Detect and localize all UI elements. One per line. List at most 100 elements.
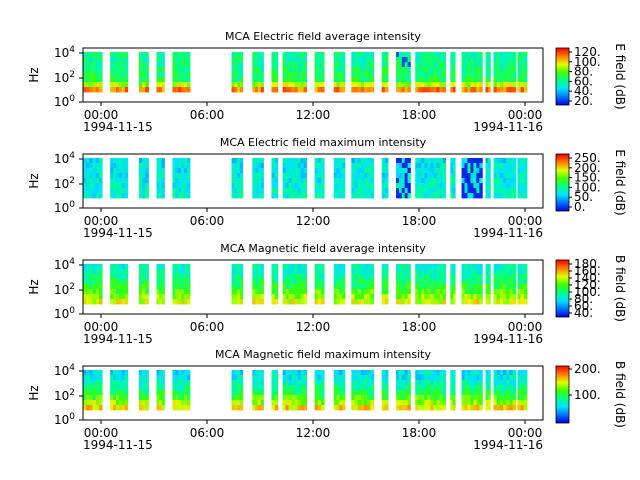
heat-cell xyxy=(339,375,343,381)
heat-cell xyxy=(92,264,97,270)
heat-cell xyxy=(257,390,262,396)
heat-cell xyxy=(512,380,517,386)
heat-cell xyxy=(257,72,262,78)
heat-cell xyxy=(487,395,491,401)
heat-cell xyxy=(138,395,143,401)
heat-cell xyxy=(83,405,87,411)
heat-cell xyxy=(121,173,126,179)
heat-cell xyxy=(418,299,422,305)
heat-cell xyxy=(364,193,368,199)
heat-cell xyxy=(237,67,241,73)
heat-cell xyxy=(523,188,528,194)
heat-cell xyxy=(297,77,302,83)
heat-cell xyxy=(427,385,431,391)
heat-cell xyxy=(396,178,400,184)
heat-cell xyxy=(415,269,419,275)
heat-cell xyxy=(297,284,302,290)
heat-cell xyxy=(86,72,90,78)
data-block xyxy=(138,158,149,199)
heat-cell xyxy=(92,390,97,396)
heat-cell xyxy=(485,77,489,83)
heat-cell xyxy=(396,188,400,194)
heat-cell xyxy=(499,178,504,184)
heat-cell xyxy=(467,400,471,406)
heat-cell xyxy=(159,57,163,63)
heat-cell xyxy=(357,395,362,401)
heat-cell xyxy=(439,173,443,179)
heat-cell xyxy=(520,188,525,194)
data-block xyxy=(333,264,346,305)
heat-cell xyxy=(467,82,471,88)
heat-cell xyxy=(439,67,443,73)
heat-cell xyxy=(285,183,290,189)
heat-cell xyxy=(237,395,241,401)
heat-cell xyxy=(260,62,264,68)
heat-cell xyxy=(95,87,100,93)
heat-cell xyxy=(95,57,100,63)
heat-cell xyxy=(288,400,293,406)
heat-cell xyxy=(271,269,276,275)
heat-cell xyxy=(285,158,290,164)
heat-cell xyxy=(274,168,279,174)
heat-cell xyxy=(116,67,120,73)
heat-cell xyxy=(175,82,179,88)
heat-cell xyxy=(274,183,279,189)
heat-cell xyxy=(487,274,491,280)
heat-cell xyxy=(396,395,400,401)
heat-cell xyxy=(255,274,259,280)
heat-cell xyxy=(479,284,483,290)
heat-cell xyxy=(83,87,87,93)
heat-cell xyxy=(172,57,176,63)
colorbar xyxy=(555,153,570,212)
heat-cell xyxy=(503,370,507,376)
heat-cell xyxy=(499,299,504,305)
heat-cell xyxy=(184,178,188,184)
heat-cell xyxy=(260,158,264,164)
heat-cell xyxy=(479,385,483,391)
heat-cell xyxy=(517,168,522,174)
heat-cell xyxy=(354,279,359,285)
heat-cell xyxy=(178,395,182,401)
heat-cell xyxy=(288,62,293,68)
heat-cell xyxy=(360,178,365,184)
heat-cell xyxy=(181,173,185,179)
heat-cell xyxy=(98,158,103,164)
heat-cell xyxy=(442,380,446,386)
heat-cell xyxy=(418,178,422,184)
heat-cell xyxy=(487,158,491,164)
heat-cell xyxy=(506,77,510,83)
heat-cell xyxy=(407,405,411,411)
heat-cell xyxy=(461,72,465,78)
heat-cell xyxy=(512,82,517,88)
heat-cell xyxy=(354,72,359,78)
heat-cell xyxy=(291,72,296,78)
heat-cell xyxy=(342,395,346,401)
x-tick-label: 00:00 xyxy=(84,426,119,440)
heat-cell xyxy=(282,193,287,199)
heat-cell xyxy=(252,385,256,391)
heat-cell xyxy=(95,52,100,58)
heat-cell xyxy=(159,82,163,88)
heat-cell xyxy=(89,173,93,179)
heat-cell xyxy=(493,178,498,184)
heat-cell xyxy=(357,173,362,179)
heat-cell xyxy=(351,163,355,169)
heat-cell xyxy=(234,188,238,194)
heat-cell xyxy=(476,284,480,290)
heat-cell xyxy=(367,375,371,381)
heat-cell xyxy=(450,284,454,290)
heat-cell xyxy=(271,178,276,184)
heat-cell xyxy=(351,375,355,381)
heat-cell xyxy=(121,57,126,63)
heat-cell xyxy=(499,188,504,194)
heat-cell xyxy=(184,284,188,290)
heat-cell xyxy=(493,62,498,68)
heat-cell xyxy=(113,274,117,280)
heat-cell xyxy=(113,269,117,275)
heat-cell xyxy=(357,390,362,396)
heat-cell xyxy=(187,57,191,63)
heat-cell xyxy=(184,375,188,381)
heat-cell xyxy=(509,193,514,199)
heat-cell xyxy=(415,264,419,270)
heat-cell xyxy=(512,77,517,83)
